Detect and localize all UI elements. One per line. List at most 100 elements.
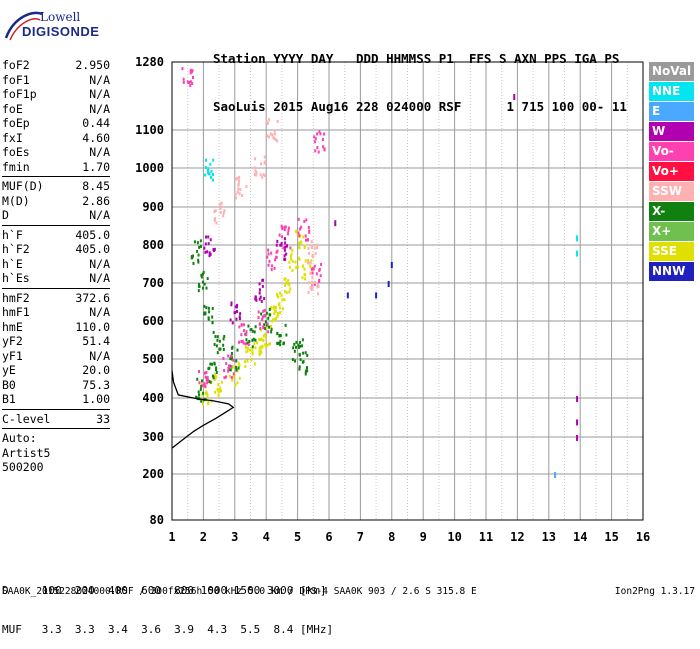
echo-point-x-	[254, 325, 257, 329]
echo-point-x-	[268, 325, 271, 329]
echo-point-x-	[201, 280, 204, 284]
echo-point-sse	[244, 365, 247, 369]
echo-point-x-	[246, 341, 249, 345]
echo-point-w	[513, 94, 516, 100]
echo-point-vo-	[227, 366, 230, 370]
echo-point-x-	[191, 254, 194, 258]
echo-point-x-	[254, 338, 257, 342]
echo-point-ssw	[213, 210, 216, 214]
version-label: Ion2Png 1.3.17	[614, 586, 695, 597]
echo-point-vo-	[258, 322, 261, 326]
echo-point-vo-	[206, 376, 209, 380]
echo-point-x-	[197, 289, 200, 293]
echo-point-sse	[206, 392, 209, 396]
echo-point-vo-	[318, 130, 321, 134]
echo-point-ssw	[214, 209, 217, 213]
echo-point-sse	[259, 338, 262, 342]
echo-point-sse	[279, 291, 282, 295]
echo-point-vo-	[267, 263, 270, 267]
echo-point-vo-	[223, 376, 226, 380]
echo-point-x-	[200, 379, 203, 383]
echo-point-w	[238, 315, 241, 319]
param-row: M(D) 2.86	[2, 194, 110, 209]
echo-point-vo-	[314, 149, 317, 153]
echo-point-sse	[272, 307, 275, 311]
echo-point-x-	[209, 380, 212, 384]
echo-point-sse	[238, 364, 241, 368]
echo-point-vo-	[305, 218, 308, 222]
echo-point-vo-	[287, 232, 290, 236]
echo-point-vo-	[223, 369, 226, 373]
echo-point-sse	[300, 240, 303, 244]
param-divider	[2, 224, 110, 226]
echo-point-nne	[207, 171, 210, 175]
echo-point-ssw	[276, 119, 279, 123]
echo-point-x-	[202, 286, 205, 290]
echo-point-ssw	[254, 157, 257, 161]
echo-point-sse	[310, 259, 313, 263]
echo-point-sse	[250, 357, 253, 361]
header-values: SaoLuis 2015 Aug16 228 024000 RSF 1 715 …	[213, 99, 627, 114]
param-value: 405.0	[75, 242, 110, 256]
echo-point-sse	[214, 377, 217, 381]
echo-point-x-	[245, 338, 248, 342]
echo-point-x-	[293, 342, 296, 346]
echo-point-vo-	[316, 146, 319, 150]
echo-point-sse	[297, 256, 300, 260]
echo-point-ssw	[219, 206, 222, 210]
echo-point-x-	[267, 316, 270, 320]
echo-point-sse	[270, 306, 273, 310]
echo-point-sse	[288, 260, 291, 264]
echo-point-sse	[294, 260, 297, 264]
echo-point-x-	[251, 338, 254, 342]
echo-point-x-	[208, 379, 211, 383]
echo-point-sse	[258, 346, 261, 350]
echo-point-sse	[299, 234, 302, 238]
echo-point-sse	[301, 276, 304, 280]
echo-point-ssw	[307, 261, 310, 265]
echo-point-x-	[196, 249, 199, 253]
echo-point-x-	[205, 286, 208, 290]
echo-point-ssw	[310, 280, 313, 284]
echo-point-ssw	[263, 161, 266, 165]
param-value: N/A	[89, 271, 110, 285]
y-tick-label: 900	[142, 200, 164, 214]
echo-point-sse	[278, 303, 281, 307]
echo-point-sse	[228, 374, 231, 378]
echo-point-sse	[218, 388, 221, 392]
x-tick-label: 1	[168, 530, 175, 544]
echo-point-sse	[283, 277, 286, 281]
echo-point-x-	[215, 366, 218, 370]
echo-point-x-	[298, 353, 301, 357]
legend-item-x-: X+	[649, 222, 694, 241]
echo-point-w	[209, 252, 212, 256]
echo-point-x-	[222, 337, 225, 341]
echo-point-vo-	[238, 340, 241, 344]
echo-point-vo-	[319, 132, 322, 136]
echo-point-vo-	[304, 234, 307, 238]
echo-point-sse	[279, 311, 282, 315]
echo-point-sse	[288, 265, 291, 269]
echo-point-sse	[268, 342, 271, 346]
x-tick-label: 6	[325, 530, 332, 544]
param-value: 1.00	[82, 392, 110, 406]
auto-scaling-line: Auto:	[2, 431, 37, 445]
echo-point-vo-	[205, 378, 208, 382]
y-tick-label: 300	[142, 430, 164, 444]
echo-point-vo-	[198, 381, 201, 385]
echo-point-sse	[233, 374, 236, 378]
logo-swoosh-icon	[4, 11, 43, 41]
echo-point-vo-	[188, 81, 191, 85]
echo-point-vo-	[283, 225, 286, 229]
echo-point-vo-	[281, 235, 284, 239]
echo-point-x-	[211, 320, 214, 324]
echo-point-sse	[297, 265, 300, 269]
echo-point-x-	[213, 342, 216, 346]
echo-point-sse	[289, 254, 292, 258]
x-tick-label: 3	[231, 530, 238, 544]
clevel-row: C-level 33	[2, 412, 110, 427]
echo-point-sse	[236, 381, 239, 385]
echo-point-ssw	[255, 171, 258, 175]
echo-point-x-	[306, 366, 309, 370]
echo-point-x-	[192, 261, 195, 265]
